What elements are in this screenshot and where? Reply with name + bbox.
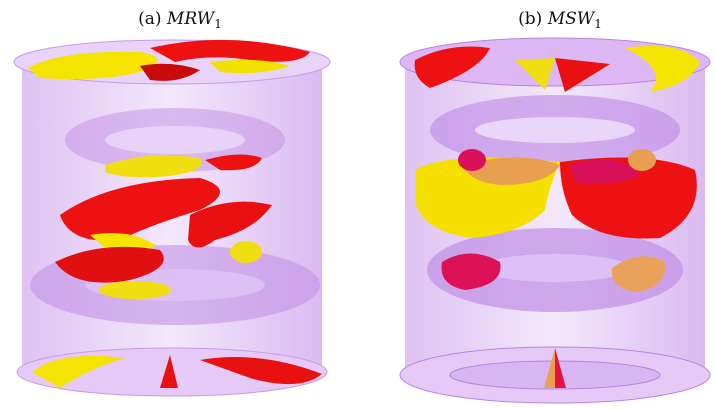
panel-b [400,38,710,403]
caption-name: MSW [547,9,596,29]
magenta-structure [458,149,486,171]
torus-hole [105,126,245,154]
caption: (a) MRW1 [138,9,222,31]
orange-structure [628,149,656,171]
panel-a [14,40,330,396]
caption-subscript: 1 [594,17,602,31]
caption-label: (b) [518,9,542,29]
caption-label: (a) [138,9,161,29]
caption-name: MRW [166,9,216,29]
torus-hole [475,117,635,143]
yellow-structure [230,241,262,263]
caption-subscript: 1 [214,17,222,31]
figure: (a) MRW1 (b) MSW1 [0,0,716,409]
yellow-structure [99,281,171,299]
caption: (b) MSW1 [518,9,602,31]
torus-hole [480,254,630,282]
